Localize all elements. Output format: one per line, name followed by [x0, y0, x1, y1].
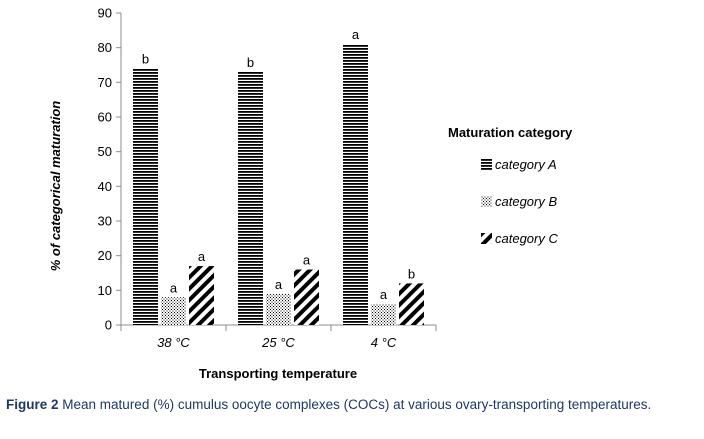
bar-labels: b a a b a a a a b [142, 27, 415, 302]
legend-title: Maturation category [448, 125, 573, 140]
chart: 0 10 20 30 40 50 60 70 80 90 38 °C 25 °C 4 °C b a a b a… [48, 6, 573, 382]
y-axis-label: % of categorical maturation [48, 101, 63, 272]
bar-data-label: a [198, 249, 206, 264]
x-axis-label: Transporting temperature [199, 366, 357, 381]
bar-data-label: a [380, 287, 388, 302]
figure-label: Figure 2 [6, 397, 59, 412]
y-tick-label: 90 [98, 6, 112, 21]
bar-data-label: a [303, 253, 311, 268]
x-tick-label: 25 °C [261, 335, 295, 350]
bar [189, 266, 214, 325]
bar-data-label: a [170, 280, 178, 295]
y-tick-label: 80 [98, 40, 112, 55]
bar [266, 293, 291, 325]
y-tick-label: 70 [98, 75, 112, 90]
legend-entry: category A [495, 157, 557, 172]
bar [371, 304, 396, 325]
legend-swatch [481, 159, 492, 170]
bar [238, 71, 263, 325]
figure-caption: Figure 2 Mean matured (%) cumulus oocyte… [6, 396, 698, 414]
x-axis: 38 °C 25 °C 4 °C [120, 324, 437, 350]
legend: Maturation category category A category B c… [448, 125, 573, 246]
bars [133, 44, 424, 325]
y-axis: 0 10 20 30 40 50 60 70 80 90 [98, 6, 122, 333]
bar [161, 297, 186, 325]
x-tick-label: 4 °C [371, 335, 397, 350]
bar-data-label: a [275, 277, 283, 292]
y-tick-label: 20 [98, 248, 112, 263]
bar-data-label: b [142, 51, 149, 66]
bar [133, 68, 158, 325]
bar [294, 269, 319, 325]
y-tick-label: 30 [98, 214, 112, 229]
y-tick-label: 0 [105, 318, 112, 333]
legend-swatch [481, 233, 492, 244]
y-tick-label: 10 [98, 283, 112, 298]
legend-entry: category B [495, 194, 557, 209]
figure-caption-text: Mean matured (%) cumulus oocyte complexe… [62, 397, 652, 412]
bar-data-label: a [352, 27, 360, 42]
bar [343, 44, 368, 325]
legend-entry: category C [495, 231, 558, 246]
legend-swatch [481, 196, 492, 207]
bar [399, 283, 424, 325]
y-tick-label: 60 [98, 110, 112, 125]
bar-data-label: b [408, 266, 415, 281]
y-tick-label: 50 [98, 144, 112, 159]
y-tick-label: 40 [98, 179, 112, 194]
x-tick-label: 38 °C [157, 335, 190, 350]
bar-data-label: b [247, 55, 254, 70]
